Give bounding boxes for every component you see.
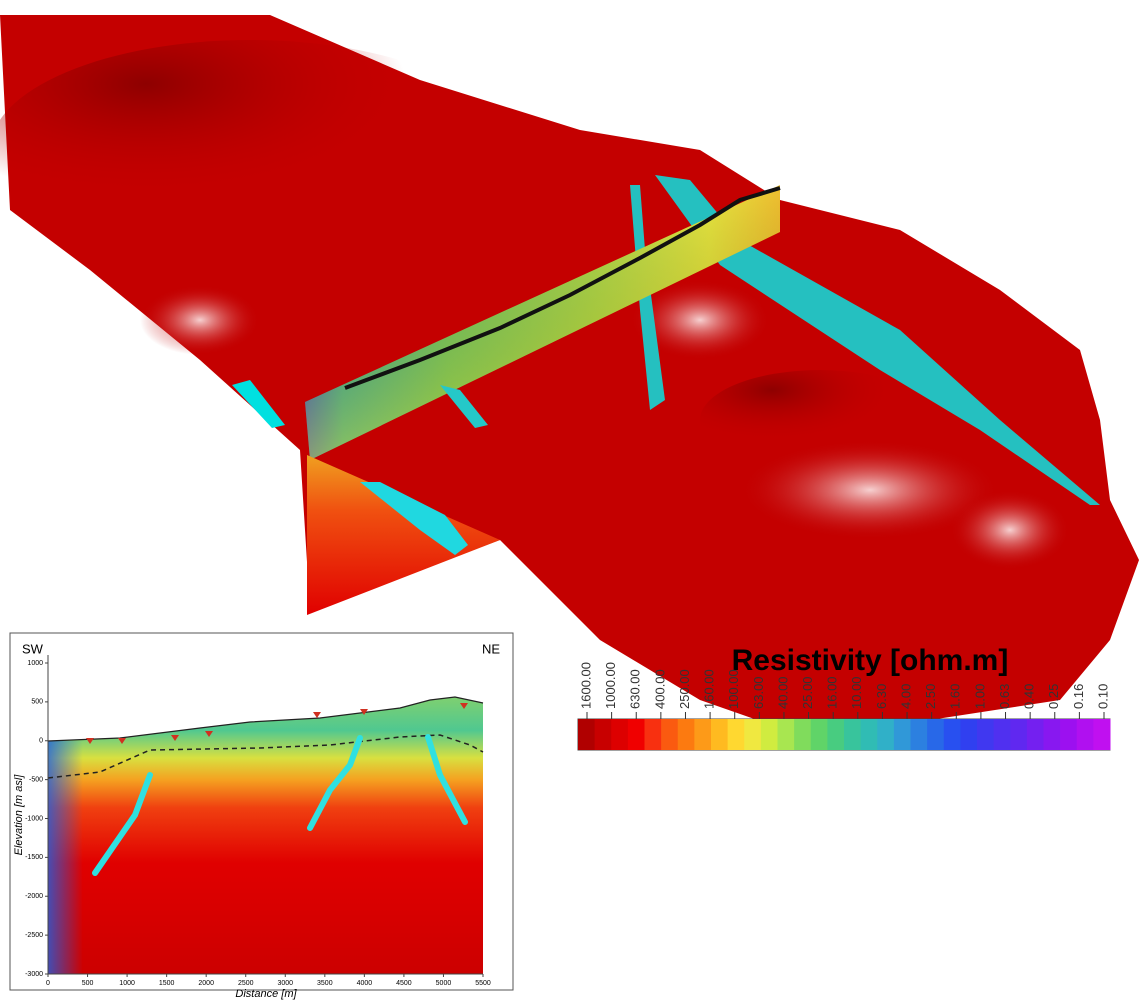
colorbar-label: 400.00 bbox=[652, 669, 667, 709]
colorbar-label: 4.00 bbox=[898, 684, 913, 709]
y-tick-label: -1500 bbox=[25, 854, 43, 861]
color-cell bbox=[977, 719, 994, 750]
color-cell bbox=[595, 719, 612, 750]
color-cell bbox=[728, 719, 745, 750]
x-tick-label: 2500 bbox=[238, 980, 254, 987]
color-cell bbox=[711, 719, 728, 750]
x-tick-label: 3500 bbox=[317, 980, 333, 987]
color-cell bbox=[661, 719, 678, 750]
colorbar-label: 0.63 bbox=[997, 684, 1012, 709]
colorbar-label: 0.10 bbox=[1095, 684, 1110, 709]
x-tick-label: 1500 bbox=[159, 980, 175, 987]
color-cell bbox=[578, 719, 595, 750]
y-tick-label: -500 bbox=[29, 776, 43, 783]
color-cell bbox=[911, 719, 928, 750]
figure: SW NE Elevation [m asl] Distance [m] 0 50… bbox=[0, 0, 1139, 1000]
color-cell bbox=[678, 719, 695, 750]
x-tick-label: 5000 bbox=[436, 980, 452, 987]
colorbar-label: 1600.00 bbox=[578, 662, 593, 709]
x-tick-label: 4500 bbox=[396, 980, 412, 987]
color-cell bbox=[1010, 719, 1027, 750]
resistivity-section bbox=[48, 741, 483, 974]
color-cell bbox=[994, 719, 1011, 750]
color-cell bbox=[844, 719, 861, 750]
colorbar-label: 250.00 bbox=[677, 669, 692, 709]
color-cell bbox=[1060, 719, 1077, 750]
axis-title: Elevation [m asl] bbox=[13, 774, 25, 856]
color-cell bbox=[645, 719, 662, 750]
x-tick-label: 500 bbox=[82, 980, 94, 987]
color-cell bbox=[944, 719, 961, 750]
color-cell bbox=[611, 719, 628, 750]
colorbar-label: 40.00 bbox=[775, 676, 790, 709]
y-tick-label: -3000 bbox=[25, 971, 43, 978]
highlight bbox=[950, 490, 1070, 570]
y-tick-label: -1000 bbox=[25, 815, 43, 822]
y-tick-label: 1000 bbox=[27, 660, 43, 667]
y-tick-label: -2000 bbox=[25, 893, 43, 900]
x-tick-label: 0 bbox=[46, 980, 50, 987]
colorbar-label: 630.00 bbox=[628, 669, 643, 709]
colorbar-label: 25.00 bbox=[800, 676, 815, 709]
colorbar-label: 6.30 bbox=[874, 684, 889, 709]
color-cell bbox=[877, 719, 894, 750]
color-cell bbox=[960, 719, 977, 750]
y-tick-label: 0 bbox=[39, 738, 43, 745]
inset-label: NE bbox=[482, 641, 500, 656]
colorbar-title: Resistivity [ohm.m] bbox=[732, 644, 1009, 677]
y-tick-label: 500 bbox=[31, 699, 43, 706]
colorbar-label: 0.40 bbox=[1022, 684, 1037, 709]
color-cell bbox=[894, 719, 911, 750]
x-tick-label: 4000 bbox=[357, 980, 373, 987]
colorbar-label: 100.00 bbox=[726, 669, 741, 709]
colorbar-label: 1000.00 bbox=[603, 662, 618, 709]
color-cell bbox=[794, 719, 811, 750]
color-cell bbox=[1077, 719, 1094, 750]
color-cell bbox=[811, 719, 828, 750]
color-cell bbox=[1027, 719, 1044, 750]
x-tick-label: 5500 bbox=[475, 980, 491, 987]
colorbar-label: 0.25 bbox=[1046, 684, 1061, 709]
colorbar-label: 16.00 bbox=[825, 676, 840, 709]
color-cell bbox=[761, 719, 778, 750]
color-cell bbox=[744, 719, 761, 750]
colorbar-label: 2.50 bbox=[923, 684, 938, 709]
y-tick-label: -2500 bbox=[25, 932, 43, 939]
colorbar-label: 63.00 bbox=[751, 676, 766, 709]
color-cell bbox=[861, 719, 878, 750]
inset-section: SW NE Elevation [m asl] Distance [m] 0 50… bbox=[10, 633, 513, 1000]
color-cell bbox=[778, 719, 795, 750]
color-cell bbox=[1044, 719, 1061, 750]
color-cell bbox=[1093, 719, 1110, 750]
x-tick-label: 3000 bbox=[277, 980, 293, 987]
color-cell bbox=[827, 719, 844, 750]
highlight bbox=[140, 285, 260, 355]
inset-label: SW bbox=[22, 641, 44, 656]
color-cell bbox=[628, 719, 645, 750]
colorbar-label: 0.16 bbox=[1071, 684, 1086, 709]
x-tick-label: 2000 bbox=[198, 980, 214, 987]
colorbar-label: 1.00 bbox=[972, 684, 987, 709]
colorbar-label: 160.00 bbox=[702, 669, 717, 709]
colorbar-label: 1.60 bbox=[948, 684, 963, 709]
shading bbox=[0, 40, 510, 260]
color-cell bbox=[927, 719, 944, 750]
color-cell bbox=[694, 719, 711, 750]
axis-title: Distance [m] bbox=[235, 988, 297, 1000]
x-tick-label: 1000 bbox=[119, 980, 135, 987]
colorbar-label: 10.00 bbox=[849, 676, 864, 709]
